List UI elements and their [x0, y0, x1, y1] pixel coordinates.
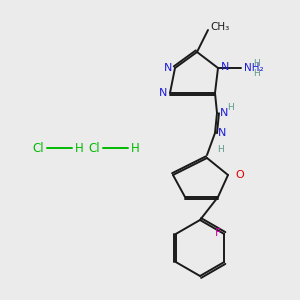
Text: N: N: [220, 108, 228, 118]
Text: Cl: Cl: [32, 142, 44, 154]
Text: H: H: [75, 142, 84, 154]
Text: H: H: [226, 103, 233, 112]
Text: N: N: [221, 62, 230, 72]
Text: H: H: [254, 59, 260, 68]
Text: N: N: [164, 63, 172, 73]
Text: NH₂: NH₂: [244, 63, 264, 73]
Text: CH₃: CH₃: [210, 22, 229, 32]
Text: Cl: Cl: [88, 142, 100, 154]
Text: N: N: [218, 128, 226, 138]
Text: H: H: [254, 68, 260, 77]
Text: H: H: [131, 142, 140, 154]
Text: O: O: [235, 170, 244, 180]
Text: F: F: [215, 228, 221, 238]
Text: H: H: [218, 146, 224, 154]
Text: N: N: [159, 88, 167, 98]
